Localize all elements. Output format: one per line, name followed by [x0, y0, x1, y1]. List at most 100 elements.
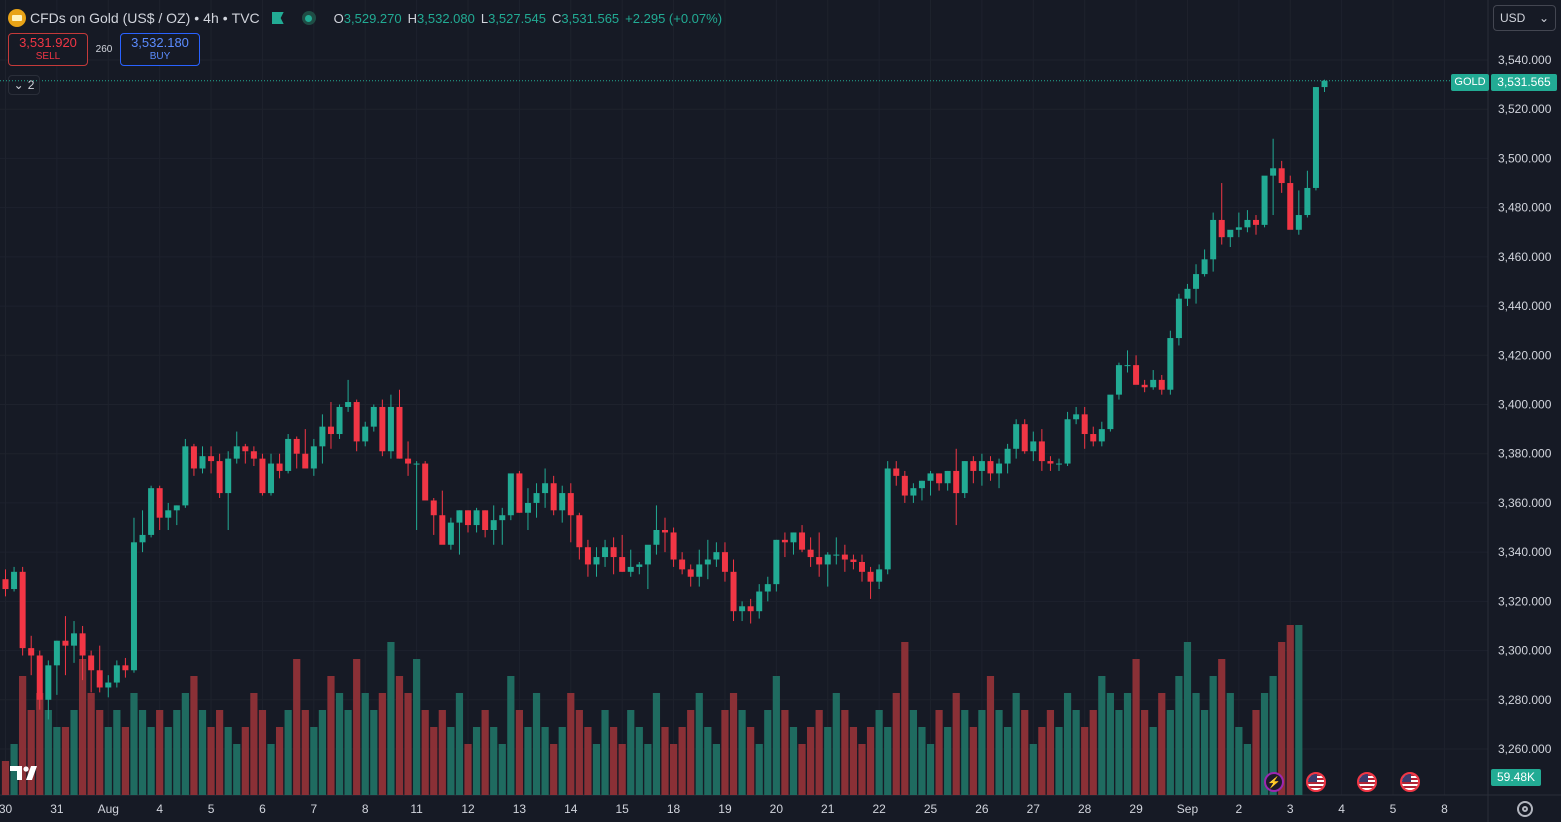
last-price-label: 3,531.565 — [1491, 74, 1557, 91]
chevron-down-icon: ⌄ — [1538, 11, 1549, 25]
buy-button[interactable]: 3,532.180 BUY — [120, 33, 200, 66]
us-flag-event-icon[interactable] — [1400, 772, 1420, 792]
volume-bar — [515, 710, 523, 795]
candle-body — [362, 426, 369, 442]
candle-body — [1158, 379, 1165, 390]
low-value: 3,527.545 — [488, 10, 546, 26]
candle-body — [662, 529, 669, 533]
candle-body — [1038, 441, 1045, 462]
price-tick-label: 3,260.000 — [1498, 742, 1552, 756]
time-tick-label: 15 — [616, 802, 630, 816]
candle-body — [961, 461, 968, 494]
volume-bar — [729, 693, 738, 795]
candle-body — [893, 468, 900, 476]
candle-body — [610, 547, 617, 558]
indicators-collapse-button[interactable]: ⌄ 2 — [8, 75, 40, 95]
volume-bar — [430, 727, 438, 795]
candle-body — [1013, 424, 1020, 449]
volume-bar — [712, 744, 720, 795]
candle-body — [524, 502, 531, 513]
symbol-interval[interactable]: 4h — [203, 10, 219, 26]
volume-bar — [995, 710, 1003, 795]
time-tick-label: 3 — [1287, 802, 1294, 816]
candle-body — [824, 554, 831, 565]
ohlc-values: O3,529.270 H3,532.080 L3,527.545 C3,531.… — [334, 11, 722, 26]
candle-body — [370, 406, 377, 427]
candle-body — [96, 670, 103, 688]
volume-bar — [1055, 727, 1063, 795]
volume-bar — [866, 727, 875, 795]
candle-body — [833, 554, 840, 556]
time-tick-label: 8 — [362, 802, 369, 816]
volume-bar — [926, 744, 935, 795]
candle-body — [173, 505, 180, 511]
volume-bar — [421, 710, 429, 795]
price-tick-label: 3,520.000 — [1498, 102, 1552, 116]
time-tick-label: 20 — [770, 802, 784, 816]
sell-button[interactable]: 3,531.920 SELL — [8, 33, 88, 66]
lightning-event-icon[interactable]: ⚡ — [1264, 772, 1284, 792]
market-status-icon[interactable] — [301, 11, 316, 25]
volume-bar — [1012, 693, 1020, 795]
flag-icon[interactable] — [271, 12, 284, 24]
volume-bar — [1278, 642, 1286, 795]
volume-bar — [413, 659, 421, 795]
candle-body — [233, 446, 240, 459]
candle-body — [747, 606, 754, 612]
candle-body — [199, 456, 206, 469]
candle-body — [430, 500, 437, 516]
candle-body — [944, 470, 951, 484]
candle-body — [2, 579, 9, 590]
volume-bar — [832, 693, 840, 795]
volume-bar — [1158, 693, 1166, 795]
buy-label: BUY — [149, 51, 171, 62]
candle-body — [978, 461, 985, 471]
candle-body — [996, 463, 1003, 474]
volume-bar — [498, 744, 506, 795]
tradingview-logo-icon[interactable] — [10, 764, 44, 782]
candle-body — [1278, 168, 1285, 184]
settings-icon[interactable] — [1517, 801, 1533, 817]
time-tick-label: 29 — [1129, 802, 1143, 816]
volume-bar — [1132, 659, 1140, 795]
volume-bar — [781, 710, 789, 795]
price-tick-label: 3,540.000 — [1498, 53, 1552, 67]
volume-bar — [36, 693, 44, 795]
volume-bar — [464, 744, 472, 795]
volume-bar — [687, 710, 695, 795]
volume-bar — [678, 727, 686, 795]
candle-body — [1210, 219, 1217, 260]
volume-bar — [1149, 727, 1157, 795]
candle-body — [105, 682, 112, 688]
volume-bar — [738, 710, 746, 795]
currency-selector[interactable]: USD ⌄ — [1493, 5, 1556, 31]
candle-body — [62, 640, 69, 646]
spread-value: 260 — [95, 44, 113, 55]
volume-bar — [661, 727, 669, 795]
volume-bar — [918, 727, 926, 795]
candle-body — [1004, 448, 1011, 464]
us-flag-event-icon[interactable] — [1357, 772, 1377, 792]
candle-body — [679, 559, 686, 570]
volume-bar — [772, 676, 780, 795]
volume-bar — [841, 710, 849, 795]
candle-body — [507, 473, 514, 516]
us-flag-event-icon[interactable] — [1306, 772, 1326, 792]
symbol-name[interactable]: CFDs on Gold (US$ / OZ) — [30, 10, 191, 26]
candle-body — [884, 468, 891, 570]
volume-bar — [327, 676, 335, 795]
volume-bar — [901, 642, 909, 795]
symbol-price-tag: GOLD — [1451, 74, 1489, 91]
candle-body — [345, 402, 352, 407]
candle-body — [876, 569, 883, 582]
candle-body — [11, 571, 18, 590]
time-tick-label: 4 — [156, 802, 163, 816]
candle-body — [396, 406, 403, 459]
volume-bar — [447, 727, 455, 795]
candle-body — [1064, 419, 1071, 464]
candle-body — [1270, 168, 1277, 176]
volume-bar — [130, 693, 138, 795]
candle-body — [781, 539, 788, 543]
